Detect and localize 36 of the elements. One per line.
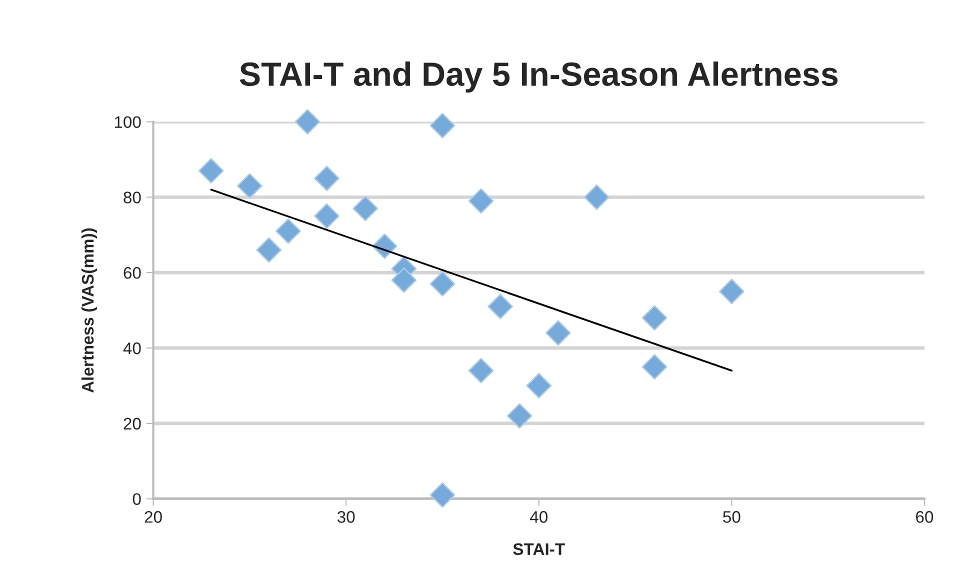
y-axis-title: Alertness (VAS(mm)) — [81, 228, 98, 393]
x-tick-label: 60 — [916, 511, 934, 523]
point — [276, 218, 301, 244]
point — [256, 237, 282, 263]
x-tick-label: 50 — [723, 511, 740, 523]
x-axis-title: STAI-T — [513, 543, 565, 556]
point — [545, 320, 571, 346]
point — [584, 184, 610, 210]
chart-title: STAI-T and Day 5 In-Season Alertness — [240, 62, 838, 93]
point — [468, 188, 494, 214]
point — [718, 278, 744, 304]
point — [314, 203, 340, 229]
point — [236, 173, 262, 199]
point — [430, 271, 456, 297]
point — [488, 294, 514, 320]
point — [314, 166, 340, 192]
x-tick-label: 40 — [530, 511, 548, 523]
point — [391, 267, 417, 293]
point — [468, 358, 494, 384]
y-tick-label: 40 — [123, 342, 141, 354]
y-tick-label: 80 — [124, 192, 141, 204]
point — [526, 372, 552, 398]
y-tick-label: 60 — [124, 267, 141, 279]
point — [198, 158, 224, 184]
point — [430, 482, 456, 508]
x-tick-label: 20 — [144, 511, 162, 523]
y-tick-label: 20 — [124, 418, 141, 430]
x-tick-label: 30 — [337, 511, 355, 523]
point — [430, 112, 456, 138]
point — [294, 109, 320, 135]
point — [506, 403, 532, 429]
point — [642, 354, 668, 380]
point — [352, 196, 378, 222]
y-tick-label: 0 — [132, 493, 141, 506]
point — [642, 305, 668, 331]
y-tick-label: 100 — [114, 116, 141, 128]
